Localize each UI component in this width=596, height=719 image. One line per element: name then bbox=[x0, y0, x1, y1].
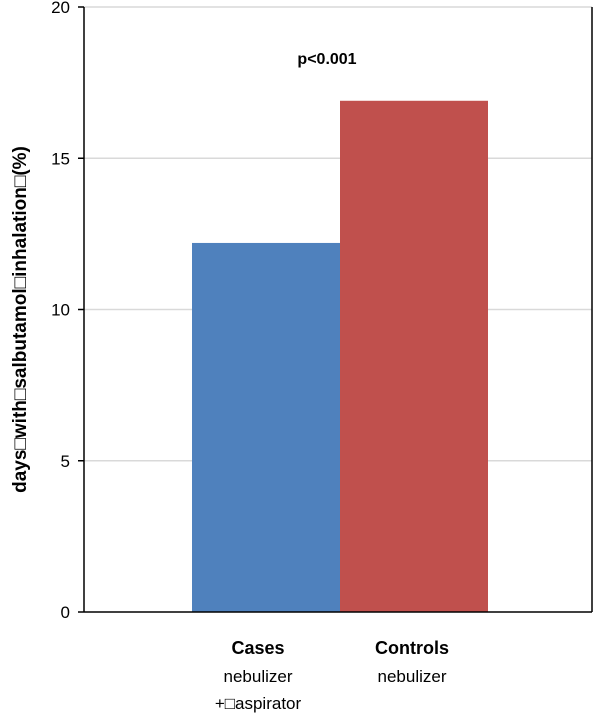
y-tick-label: 15 bbox=[51, 149, 70, 168]
axes bbox=[78, 6, 593, 613]
bar-cases bbox=[192, 242, 340, 612]
y-tick-label: 20 bbox=[51, 0, 70, 17]
y-tick-label: 0 bbox=[61, 603, 70, 622]
category-subtitle: nebulizer bbox=[224, 667, 293, 686]
category-title: Cases bbox=[231, 638, 284, 658]
bar-controls bbox=[340, 100, 488, 613]
x-category-labels: Cases nebulizer +□aspirator Controls nebuliz… bbox=[215, 638, 449, 713]
p-value-annotation: p<0.001 bbox=[297, 51, 356, 68]
y-tick-label: 5 bbox=[61, 452, 70, 471]
category-title: Controls bbox=[375, 638, 449, 658]
category-subtitle: +□aspirator bbox=[215, 694, 302, 713]
category-subtitle: nebulizer bbox=[378, 667, 447, 686]
y-tick-label: 10 bbox=[51, 301, 70, 320]
y-axis-label: days□with□salbutamol□inhalation□(%) bbox=[10, 146, 31, 493]
bars bbox=[192, 100, 488, 613]
y-tick-labels: 0 5 10 15 20 bbox=[51, 0, 70, 622]
